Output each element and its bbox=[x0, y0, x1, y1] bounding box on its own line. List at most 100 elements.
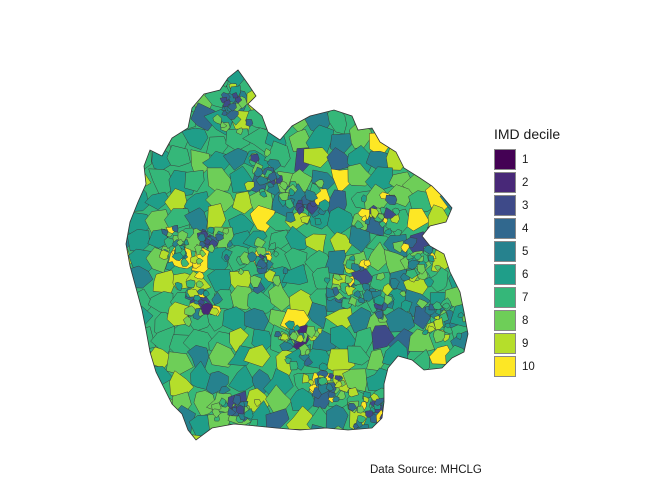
map-area bbox=[247, 288, 277, 314]
map-area bbox=[147, 423, 176, 440]
map-area bbox=[386, 420, 394, 430]
map-area bbox=[386, 139, 411, 171]
map-area bbox=[226, 239, 234, 248]
map-area bbox=[184, 169, 205, 192]
legend-label: 5 bbox=[522, 245, 529, 258]
map-area bbox=[148, 70, 172, 73]
map-area bbox=[428, 254, 435, 262]
map-area bbox=[220, 121, 228, 129]
map-area bbox=[361, 215, 367, 222]
map-area bbox=[404, 386, 436, 411]
legend-label: 8 bbox=[522, 314, 529, 327]
map-area bbox=[206, 226, 215, 235]
map-area bbox=[385, 370, 413, 397]
map-area bbox=[284, 320, 295, 330]
map-area bbox=[349, 70, 374, 90]
map-area bbox=[348, 402, 358, 412]
map-area bbox=[384, 207, 397, 219]
map-area bbox=[166, 351, 194, 375]
map-area bbox=[207, 243, 215, 253]
map-area bbox=[259, 191, 268, 198]
legend: IMD decile 1 2 3 4 5 6 7 8 9 10 bbox=[494, 126, 560, 378]
map-area bbox=[184, 238, 190, 246]
map-area bbox=[279, 333, 289, 341]
map-area bbox=[199, 249, 207, 258]
map-area bbox=[229, 85, 241, 97]
map-area bbox=[232, 191, 254, 215]
map-area bbox=[243, 408, 254, 420]
map-area bbox=[203, 238, 211, 246]
map-area bbox=[285, 212, 296, 223]
map-area bbox=[266, 158, 282, 172]
map-area bbox=[326, 70, 355, 90]
map-area bbox=[194, 271, 205, 280]
map-area bbox=[228, 102, 237, 112]
map-area bbox=[269, 82, 291, 110]
map-area bbox=[441, 302, 451, 310]
map-area bbox=[382, 283, 394, 297]
map-area bbox=[447, 70, 468, 90]
legend-swatch bbox=[494, 172, 516, 193]
legend-swatch bbox=[494, 195, 516, 216]
legend-swatch bbox=[494, 241, 516, 262]
map-area bbox=[390, 277, 400, 290]
legend-label: 6 bbox=[522, 268, 529, 281]
map-area bbox=[326, 206, 356, 237]
map-area bbox=[435, 309, 442, 315]
map-area bbox=[407, 70, 433, 74]
map-area bbox=[357, 405, 365, 414]
map-area bbox=[425, 266, 449, 293]
map-area bbox=[267, 242, 277, 250]
map-area bbox=[303, 356, 314, 367]
map-area bbox=[126, 70, 136, 92]
map-area bbox=[208, 307, 220, 317]
map-area bbox=[180, 257, 190, 267]
map-area bbox=[126, 108, 137, 131]
map-area bbox=[285, 70, 318, 94]
map-area bbox=[428, 70, 457, 75]
map-area bbox=[126, 168, 132, 195]
map-area bbox=[273, 250, 280, 258]
map-area bbox=[423, 276, 434, 288]
map-area bbox=[332, 286, 340, 297]
map-area bbox=[254, 399, 262, 408]
map-area bbox=[354, 220, 364, 229]
map-area bbox=[208, 70, 239, 77]
map-area bbox=[144, 191, 171, 210]
map-area bbox=[451, 226, 468, 255]
map-area bbox=[126, 309, 129, 333]
map-area bbox=[380, 432, 392, 440]
legend-item-8: 8 bbox=[494, 309, 560, 332]
map-area bbox=[407, 259, 420, 270]
map-area bbox=[253, 166, 264, 178]
map-area bbox=[227, 407, 237, 416]
map-area bbox=[363, 395, 370, 404]
map-area bbox=[226, 426, 240, 438]
map-area bbox=[251, 426, 278, 440]
map-area bbox=[345, 83, 371, 105]
legend-swatch bbox=[494, 356, 516, 377]
map-area bbox=[284, 357, 292, 364]
map-area bbox=[127, 412, 151, 435]
map-area bbox=[289, 70, 317, 73]
map-area bbox=[346, 70, 374, 75]
map-area bbox=[334, 381, 343, 389]
map-area bbox=[365, 410, 374, 418]
legend-swatch bbox=[494, 310, 516, 331]
map-area bbox=[385, 417, 399, 429]
legend-swatch bbox=[494, 287, 516, 308]
map-area bbox=[326, 147, 357, 172]
map-area bbox=[384, 413, 390, 421]
map-area bbox=[324, 70, 351, 77]
map-area bbox=[215, 233, 224, 241]
map-area bbox=[126, 148, 138, 172]
map-area bbox=[126, 283, 134, 313]
map-area bbox=[387, 411, 413, 434]
map-area bbox=[212, 113, 222, 125]
map-area bbox=[245, 119, 254, 127]
legend-items: 1 2 3 4 5 6 7 8 9 10 bbox=[494, 148, 560, 378]
map-area bbox=[236, 429, 246, 440]
map-area bbox=[429, 315, 438, 324]
map-area bbox=[189, 434, 213, 440]
map-area bbox=[177, 230, 189, 242]
